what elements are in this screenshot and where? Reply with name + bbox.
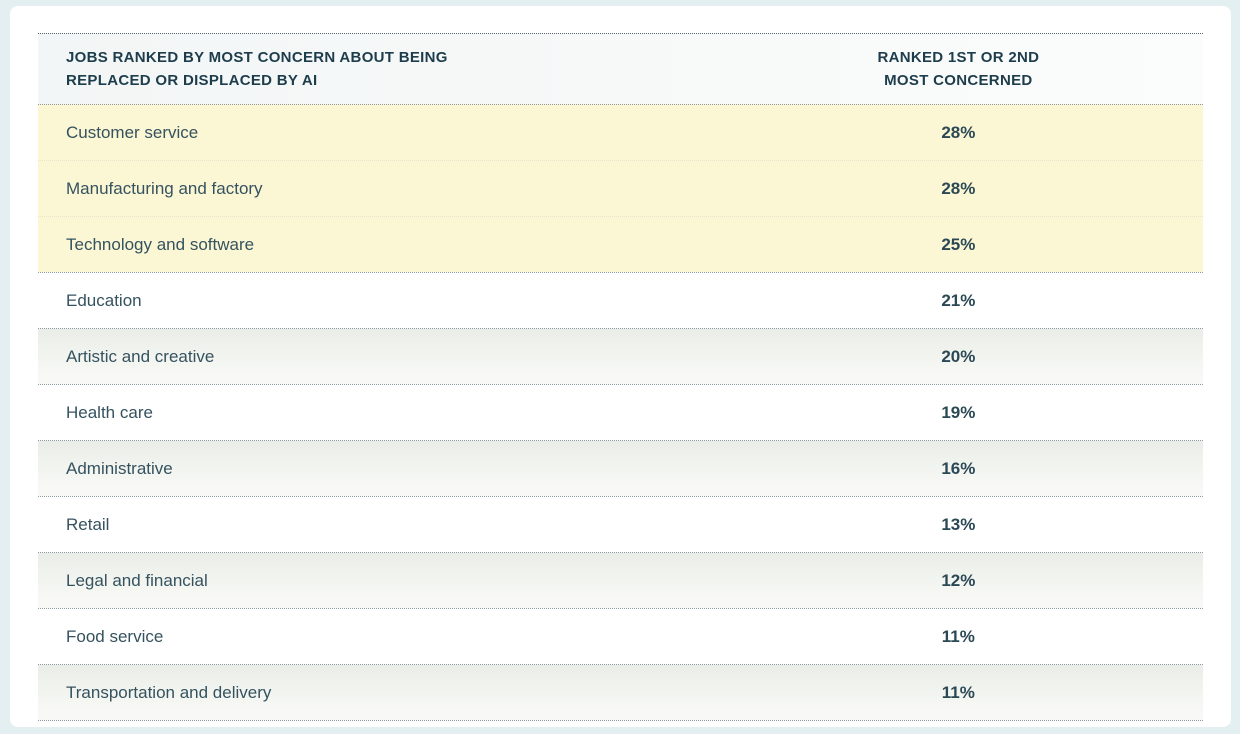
job-label: Retail xyxy=(66,514,110,534)
table-card: JOBS RANKED BY MOST CONCERN ABOUT BEING … xyxy=(10,6,1231,727)
job-label: Manufacturing and factory xyxy=(66,178,263,198)
job-label: Technology and software xyxy=(66,234,255,254)
percent-value: 13% xyxy=(941,514,976,534)
table-header-row: JOBS RANKED BY MOST CONCERN ABOUT BEING … xyxy=(38,33,1203,104)
job-label: Health care xyxy=(66,402,153,422)
job-label: Administrative xyxy=(66,458,173,478)
table-row: Transportation and delivery 11% xyxy=(38,664,1203,720)
percent-value: 25% xyxy=(941,234,976,254)
column-header-jobs-line1: JOBS RANKED BY MOST CONCERN ABOUT BEING xyxy=(66,49,448,66)
table-row: Administrative 16% xyxy=(38,440,1203,496)
column-header-ranked: RANKED 1ST OR 2ND MOST CONCERNED xyxy=(714,46,1203,92)
percent-value: 12% xyxy=(941,570,976,590)
job-label: Food service xyxy=(66,626,164,646)
job-label: Legal and financial xyxy=(66,570,208,590)
table-row: Legal and financial 12% xyxy=(38,552,1203,608)
job-label: Transportation and delivery xyxy=(66,682,272,702)
percent-value: 11% xyxy=(941,626,975,646)
percent-value: 28% xyxy=(941,178,976,198)
table-row: Health care 19% xyxy=(38,384,1203,440)
jobs-concern-table: JOBS RANKED BY MOST CONCERN ABOUT BEING … xyxy=(38,33,1203,721)
job-label: Education xyxy=(66,290,142,310)
column-header-jobs: JOBS RANKED BY MOST CONCERN ABOUT BEING … xyxy=(38,46,714,92)
table-row: Food service 11% xyxy=(38,608,1203,664)
table-row: Technology and software 25% xyxy=(38,216,1203,272)
column-header-ranked-line2: MOST CONCERNED xyxy=(884,72,1033,89)
percent-value: 20% xyxy=(941,346,976,366)
table-row: Manufacturing and factory 28% xyxy=(38,160,1203,216)
column-header-ranked-line1: RANKED 1ST OR 2ND xyxy=(877,49,1040,66)
job-label: Artistic and creative xyxy=(66,346,215,366)
percent-value: 16% xyxy=(941,458,976,478)
job-label: Customer service xyxy=(66,122,199,142)
percent-value: 21% xyxy=(941,290,976,310)
column-header-jobs-line2: REPLACED OR DISPLACED BY AI xyxy=(66,72,318,89)
table-row: Education 21% xyxy=(38,272,1203,328)
table-row: Customer service 28% xyxy=(38,104,1203,160)
table-row: Retail 13% xyxy=(38,496,1203,552)
percent-value: 28% xyxy=(941,122,976,142)
percent-value: 11% xyxy=(941,682,975,702)
percent-value: 19% xyxy=(941,402,976,422)
table-row: Artistic and creative 20% xyxy=(38,328,1203,384)
